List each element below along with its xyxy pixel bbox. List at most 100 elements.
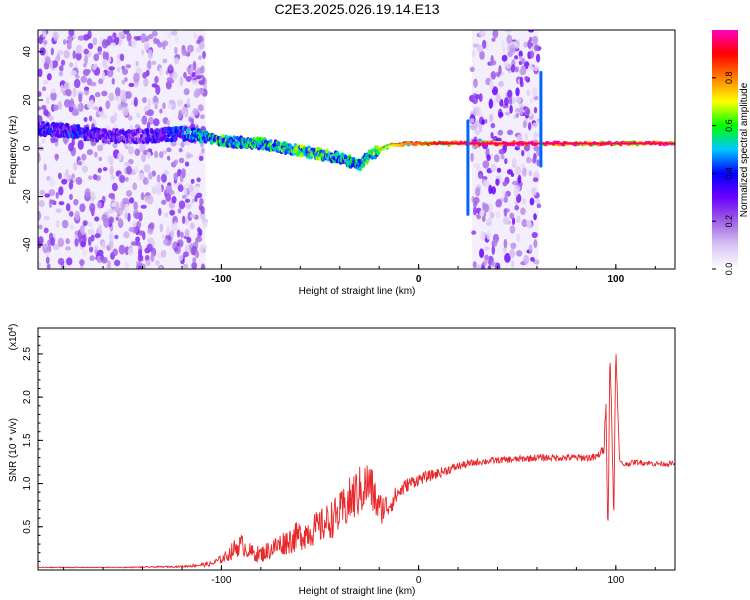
- noise-speck: [137, 265, 142, 269]
- noise-speck: [55, 192, 59, 199]
- noise-speck: [153, 118, 160, 127]
- noise-speck: [118, 31, 125, 38]
- noise-speck: [141, 97, 148, 103]
- noise-speck: [528, 170, 533, 177]
- noise-speck: [149, 222, 155, 230]
- noise-speck: [532, 177, 539, 183]
- noise-speck: [185, 75, 192, 82]
- ridge-core: [536, 142, 539, 145]
- noise-speck: [97, 46, 103, 53]
- noise-speck: [114, 95, 119, 101]
- ridge-core: [462, 142, 464, 145]
- ridge-core: [505, 142, 508, 145]
- y-tick-label: 2.0: [22, 390, 33, 404]
- ridge-core: [444, 142, 447, 145]
- noise-speck: [114, 234, 119, 240]
- noise-speck: [61, 219, 69, 229]
- noise-speck: [94, 216, 100, 222]
- noise-speck: [62, 39, 67, 45]
- noise-speck: [514, 55, 518, 60]
- ridge-core: [660, 142, 663, 145]
- ridge-core: [564, 142, 567, 145]
- noise-speck: [498, 64, 502, 75]
- noise-speck: [38, 91, 42, 97]
- noise-speck: [79, 203, 86, 213]
- noise-speck: [97, 51, 102, 56]
- ridge-core: [658, 142, 661, 145]
- noise-speck: [114, 36, 120, 43]
- noise-speck: [520, 207, 526, 215]
- noise-speck: [134, 212, 141, 220]
- noise-speck: [533, 213, 537, 221]
- noise-speck: [50, 47, 54, 56]
- noise-speck: [519, 106, 524, 116]
- noise-speck: [483, 246, 490, 251]
- noise-speck: [515, 96, 522, 104]
- noise-speck: [493, 154, 500, 163]
- ridge-core: [434, 142, 437, 145]
- noise-speck: [128, 115, 133, 121]
- noise-speck: [498, 80, 504, 88]
- noise-speck: [486, 217, 493, 227]
- ridge-core: [643, 142, 645, 145]
- ridge-core: [388, 145, 391, 148]
- noise-speck: [97, 224, 103, 235]
- noise-speck: [482, 260, 487, 267]
- ridge-core: [673, 142, 675, 145]
- ridge-core: [572, 142, 574, 145]
- ridge-core: [661, 142, 664, 145]
- ridge-core: [621, 142, 624, 145]
- noise-speck: [504, 192, 508, 202]
- noise-speck: [532, 157, 537, 164]
- ridge-core: [544, 142, 547, 145]
- noise-speck: [177, 184, 184, 192]
- noise-speck: [519, 76, 524, 84]
- noise-speck: [181, 168, 186, 179]
- noise-speck: [44, 193, 51, 198]
- noise-speck: [184, 198, 191, 203]
- noise-speck: [190, 178, 195, 184]
- ridge-core: [512, 142, 515, 145]
- noise-speck: [38, 154, 41, 163]
- noise-speck: [155, 84, 161, 95]
- noise-speck: [133, 97, 138, 107]
- noise-speck: [90, 196, 95, 202]
- ridge-core: [600, 142, 603, 145]
- noise-speck: [167, 103, 173, 109]
- noise-speck: [509, 104, 513, 114]
- noise-speck: [60, 84, 65, 94]
- x-tick-label: -100: [211, 274, 231, 285]
- noise-speck: [69, 98, 74, 108]
- noise-speck: [102, 166, 108, 172]
- noise-speck: [518, 55, 522, 61]
- noise-speck: [479, 50, 485, 60]
- ridge-core: [626, 142, 629, 145]
- noise-speck: [510, 172, 515, 177]
- noise-speck: [60, 59, 66, 66]
- noise-speck: [65, 246, 71, 251]
- ridge-core: [640, 142, 643, 145]
- noise-speck: [190, 118, 195, 126]
- noise-speck: [93, 245, 99, 250]
- ridge-core: [667, 142, 670, 145]
- ridge-cell: [166, 137, 170, 143]
- ridge-core: [567, 142, 570, 145]
- noise-speck: [504, 97, 509, 106]
- noise-speck: [101, 241, 106, 250]
- ridge-core: [488, 142, 490, 145]
- ridge-core: [508, 142, 510, 145]
- noise-speck: [110, 175, 116, 180]
- noise-speck: [61, 178, 68, 185]
- noise-speck: [534, 199, 541, 204]
- noise-speck: [186, 98, 191, 108]
- ridge-core: [501, 142, 503, 145]
- ridge-core: [575, 142, 578, 145]
- noise-speck: [197, 104, 204, 112]
- noise-speck: [525, 156, 532, 164]
- colorbar-ticks: 0.0 0.2 0.4 0.6 0.8: [712, 72, 734, 275]
- noise-speck: [45, 256, 50, 264]
- noise-speck: [43, 79, 49, 85]
- ridge-cell: [224, 134, 229, 140]
- noise-speck: [101, 213, 108, 222]
- ridge-core: [440, 142, 443, 145]
